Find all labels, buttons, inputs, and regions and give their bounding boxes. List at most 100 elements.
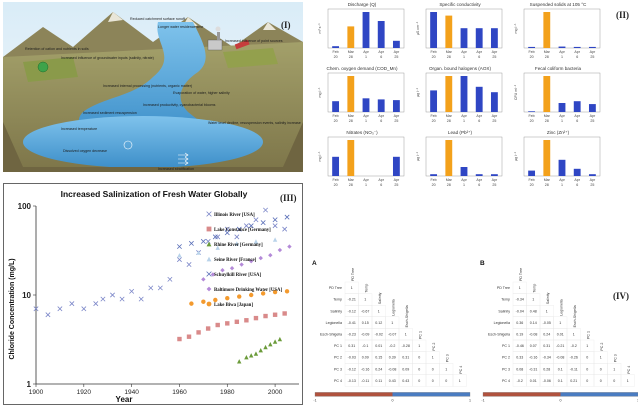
bar bbox=[573, 101, 581, 112]
panel-label-iv: (IV) bbox=[613, 291, 629, 301]
mini-bar-chart: Chem. oxygen demand (COD_Mn) mg l⁻¹ Feb 20 M… bbox=[316, 64, 408, 126]
category-label: Apr bbox=[363, 178, 369, 182]
category-label: Apr bbox=[574, 114, 580, 118]
annotation: Water level decline, resuspension events… bbox=[208, 121, 301, 125]
bar bbox=[490, 28, 498, 48]
data-point bbox=[263, 313, 268, 319]
row-label: PC 3 bbox=[334, 367, 342, 371]
data-point bbox=[253, 239, 259, 244]
data-point bbox=[148, 285, 154, 291]
category-label: Feb bbox=[528, 114, 534, 118]
correlation-value: 1 bbox=[378, 309, 380, 313]
data-point bbox=[57, 306, 63, 312]
column-label: Temp bbox=[364, 284, 368, 293]
bar bbox=[558, 103, 566, 112]
column-label: Legionella bbox=[559, 299, 563, 315]
correlation-value: 0 bbox=[418, 367, 420, 371]
data-point bbox=[272, 312, 278, 317]
correlation-value: -0.03 bbox=[348, 356, 356, 360]
data-point bbox=[200, 238, 206, 244]
mini-y-label: µg l⁻¹ bbox=[514, 151, 518, 161]
correlation-value: 0.09 bbox=[362, 356, 369, 360]
bar bbox=[543, 76, 551, 112]
mini-chart-title: Suspended solids at 105 °C bbox=[529, 2, 587, 7]
x-tick-label: 1900 bbox=[29, 389, 44, 396]
landscape-drawing: Reduced catchment surface runoff Longer … bbox=[3, 2, 303, 172]
category-label: Apr bbox=[461, 114, 467, 118]
correlation-value: -0.26 bbox=[570, 356, 578, 360]
data-point bbox=[196, 250, 201, 255]
data-point bbox=[244, 318, 249, 323]
correlation-value: -0.34 bbox=[543, 356, 551, 360]
category-label: 6 bbox=[380, 55, 382, 59]
category-label: Mar bbox=[544, 50, 551, 54]
category-label: Feb bbox=[528, 50, 534, 54]
data-point bbox=[248, 292, 254, 298]
correlation-value: 1 bbox=[418, 344, 420, 348]
data-point bbox=[253, 351, 259, 356]
correlation-value: -0.08 bbox=[388, 367, 396, 371]
category-label: Apr bbox=[574, 50, 580, 54]
chart-title: Increased Salinization of Fresh Water Gl… bbox=[61, 189, 248, 199]
correlation-value: 0.21 bbox=[570, 379, 577, 383]
bar bbox=[347, 76, 355, 112]
annotation: Increased influence of point sources bbox=[225, 39, 283, 43]
x-axis-label: Year bbox=[116, 395, 133, 404]
category-label: 25 bbox=[590, 55, 594, 59]
scale-label: 1 bbox=[469, 398, 471, 402]
row-label: PC 3 bbox=[502, 367, 510, 371]
row-label: Salinity bbox=[498, 309, 510, 313]
mini-y-label: CFU ml⁻¹ bbox=[514, 84, 518, 100]
correlation-value: -0.12 bbox=[348, 309, 356, 313]
correlation-value: 1 bbox=[586, 344, 588, 348]
category-label: Apr bbox=[559, 50, 565, 54]
data-point bbox=[176, 257, 182, 263]
correlation-value: 0.01 bbox=[375, 344, 382, 348]
data-point bbox=[234, 234, 240, 240]
category-label: Apr bbox=[559, 114, 565, 118]
x-tick-label: 1960 bbox=[172, 389, 187, 396]
y-tick-label: 100 bbox=[18, 202, 32, 211]
category-label: 25 bbox=[590, 183, 594, 187]
bar bbox=[445, 15, 453, 49]
column-label: PC 2 bbox=[432, 343, 436, 351]
category-label: 6 bbox=[478, 119, 480, 123]
bar bbox=[588, 104, 596, 112]
column-label: Legionella bbox=[391, 299, 395, 315]
data-point bbox=[260, 291, 266, 296]
category-label: Apr bbox=[378, 114, 384, 118]
category-label: Feb bbox=[528, 178, 534, 182]
bar bbox=[445, 76, 453, 112]
mini-bar-chart: Specific conductivity µS cm⁻¹ Feb 20 Mar 28 Ap… bbox=[414, 0, 506, 62]
data-point bbox=[253, 315, 259, 321]
correlation-value: 0.1 bbox=[558, 367, 563, 371]
correlation-value: 0.24 bbox=[543, 333, 550, 337]
category-label: Apr bbox=[476, 114, 482, 118]
annotation: Increased stratification bbox=[158, 167, 194, 171]
bar bbox=[490, 92, 498, 112]
data-point bbox=[33, 306, 39, 312]
data-point bbox=[45, 312, 51, 318]
data-point bbox=[236, 226, 242, 232]
data-point bbox=[188, 240, 194, 246]
column-label: PC 4 bbox=[459, 366, 463, 374]
data-point bbox=[237, 359, 242, 364]
category-label: Mar bbox=[544, 114, 551, 118]
bar bbox=[543, 140, 551, 176]
category-label: Apr bbox=[492, 178, 498, 182]
correlation-value: 0 bbox=[600, 379, 602, 383]
category-label: Apr bbox=[378, 178, 384, 182]
legend-marker bbox=[206, 271, 212, 277]
category-label: Apr bbox=[492, 114, 498, 118]
legend-marker bbox=[206, 226, 212, 232]
category-label: Apr bbox=[394, 50, 400, 54]
column-label: Salinity bbox=[378, 292, 382, 304]
category-label: Apr bbox=[363, 114, 369, 118]
correlation-value: -0.02 bbox=[375, 333, 383, 337]
bar bbox=[528, 46, 536, 48]
annotation: Longer water residence time bbox=[158, 25, 203, 29]
correlation-value: 0.08 bbox=[516, 367, 523, 371]
bar bbox=[588, 174, 596, 176]
